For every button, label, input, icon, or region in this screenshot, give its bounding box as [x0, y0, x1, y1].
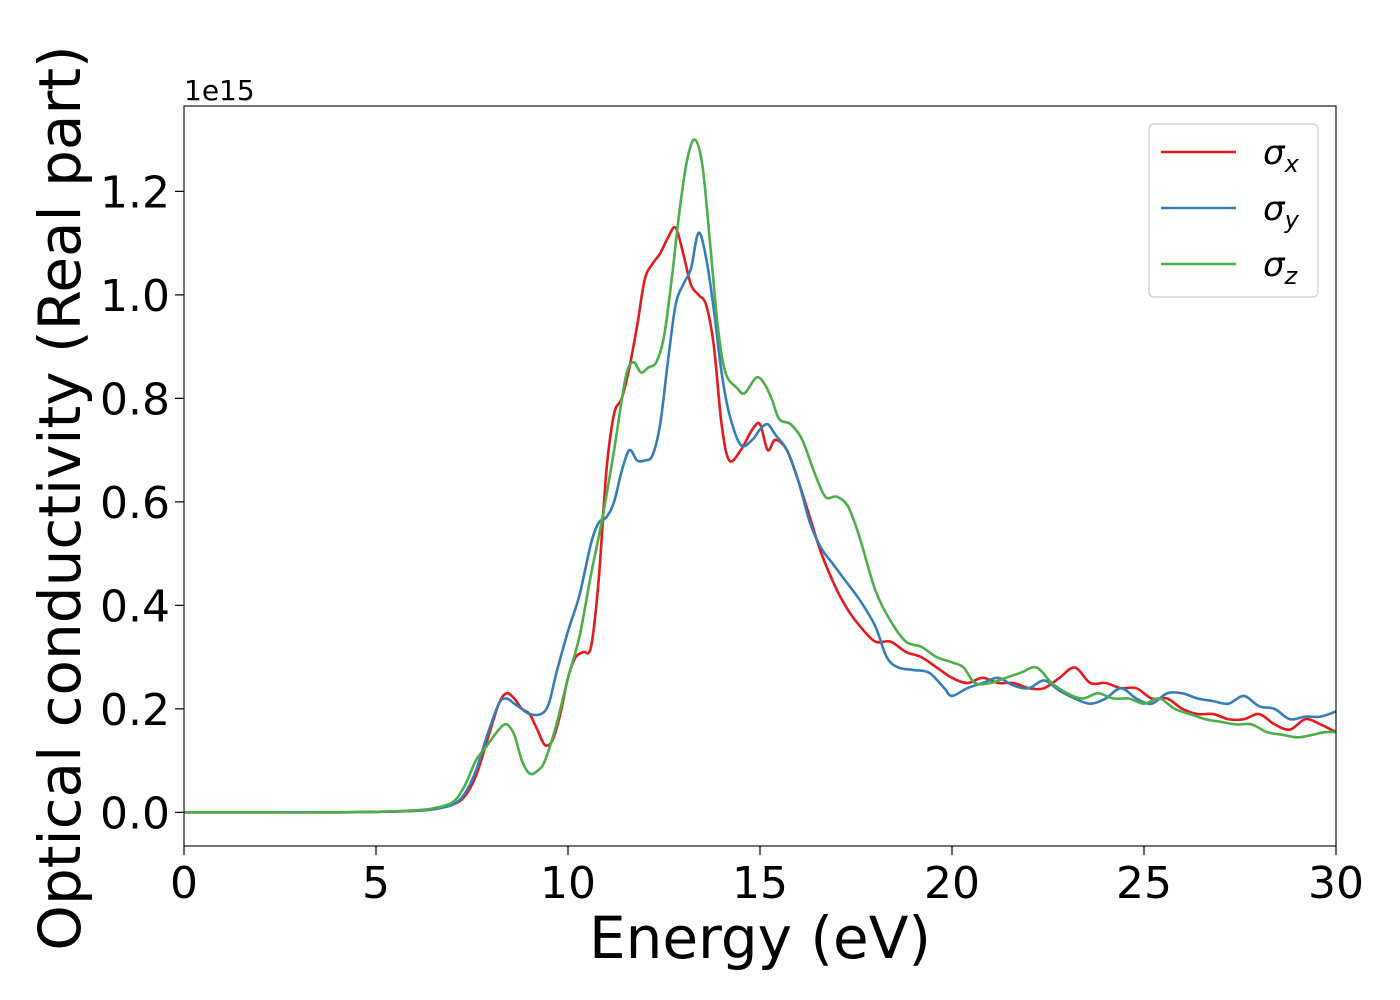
x-tick-label: 15 — [732, 858, 788, 909]
x-tick-label: 25 — [1116, 858, 1172, 909]
y-offset-label: 1e15 — [184, 74, 255, 107]
y-tick-label: 0.2 — [100, 685, 170, 736]
x-tick-label: 30 — [1308, 858, 1364, 909]
x-axis: 0 5 10 15 20 25 30 — [170, 846, 1364, 909]
x-tick-label: 20 — [924, 858, 980, 909]
series-line-z — [184, 138, 1336, 814]
y-tick-label: 0.4 — [100, 581, 170, 632]
x-axis-label: Energy (eV) — [589, 904, 931, 972]
x-tick-label: 0 — [170, 858, 198, 909]
series-line-y — [184, 231, 1336, 814]
y-tick-label: 1.0 — [100, 271, 170, 322]
legend-label-x: σx — [1263, 133, 1300, 178]
series-layer — [184, 138, 1336, 814]
y-tick-label: 0.8 — [100, 374, 170, 425]
legend-label-z: σz — [1263, 245, 1299, 290]
y-tick-label: 0.0 — [100, 788, 170, 839]
legend: σx σy σz — [1148, 123, 1319, 298]
legend-box — [1148, 123, 1319, 298]
x-tick-label: 5 — [362, 858, 390, 909]
y-tick-label: 1.2 — [100, 167, 170, 218]
x-tick-label: 10 — [540, 858, 596, 909]
series-line-x — [184, 225, 1336, 814]
y-axis-label: Optical conductivity (Real part) — [26, 45, 94, 950]
y-axis: 0.0 0.2 0.4 0.6 0.8 1.0 1.2 — [100, 167, 184, 839]
legend-label-y: σy — [1263, 189, 1300, 234]
y-tick-label: 0.6 — [100, 478, 170, 529]
